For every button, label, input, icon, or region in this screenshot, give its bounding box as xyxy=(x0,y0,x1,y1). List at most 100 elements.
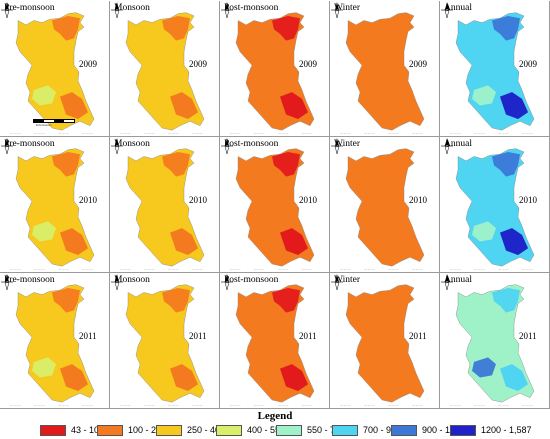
legend-swatch xyxy=(276,425,302,436)
class-patch xyxy=(60,364,88,391)
legend-swatch xyxy=(216,425,242,436)
region-map: — — — — — — — — — — — — xyxy=(229,12,315,135)
map-panel: — — — — — — — — — — — — Annual 2010 xyxy=(440,137,550,273)
class-patch xyxy=(60,92,88,119)
class-patch xyxy=(390,364,418,391)
class-patch xyxy=(280,228,308,255)
graticule-tick: — — — xyxy=(339,403,352,407)
north-arrow-icon xyxy=(111,274,123,291)
graticule-tick: — — — xyxy=(473,403,486,407)
season-label: Winter xyxy=(334,275,360,285)
graticule-tick: — — — xyxy=(253,267,266,271)
graticule-tick: — — — xyxy=(9,131,22,135)
year-label: 2011 xyxy=(299,331,317,341)
year-label: 2011 xyxy=(189,331,207,341)
class-patch xyxy=(500,364,528,391)
graticule-tick: — — — xyxy=(339,131,352,135)
region-map: — — — — — — — — — — — — xyxy=(9,284,95,407)
graticule-tick: — — — xyxy=(277,403,290,407)
north-arrow-icon xyxy=(441,274,453,291)
graticule-tick: — — — xyxy=(167,267,180,271)
season-label: Pre-monsoon xyxy=(4,139,55,149)
scale-bar xyxy=(33,119,75,123)
class-patch xyxy=(32,357,56,378)
season-label: Pre-monsoon xyxy=(4,275,55,285)
graticule-tick: — — — xyxy=(497,403,510,407)
class-patch xyxy=(382,287,410,313)
graticule-tick: — — — xyxy=(339,267,352,271)
class-patch xyxy=(52,15,80,41)
class-patch xyxy=(382,151,410,177)
class-patch xyxy=(60,228,88,255)
graticule-tick: — — — xyxy=(119,131,132,135)
season-label: Monsoon xyxy=(114,3,150,13)
legend-swatch xyxy=(156,425,182,436)
north-arrow-icon xyxy=(111,138,123,155)
season-label: Winter xyxy=(334,3,360,13)
class-patch xyxy=(390,228,418,255)
class-patch xyxy=(472,221,496,242)
graticule-tick: — — — xyxy=(521,131,534,135)
graticule-tick: — — — xyxy=(497,131,510,135)
class-patch xyxy=(272,287,300,313)
legend-swatch xyxy=(391,425,417,436)
season-label: Post-monsoon xyxy=(224,275,279,285)
map-panel: — — — — — — — — — — — — Pre-monsoon 2009 Kilom… xyxy=(0,1,110,137)
map-grid: — — — — — — — — — — — — Pre-monsoon 2009 Kilom… xyxy=(0,1,550,409)
north-arrow-icon xyxy=(1,274,13,291)
graticule-tick: — — — xyxy=(449,403,462,407)
graticule-tick: — — — xyxy=(411,131,424,135)
region-map: — — — — — — — — — — — — xyxy=(449,12,535,135)
map-panel: — — — — — — — — — — — — Winter 2011 xyxy=(330,273,440,409)
graticule-tick: — — — xyxy=(57,131,70,135)
north-arrow-icon xyxy=(111,2,123,19)
year-label: 2010 xyxy=(409,195,427,205)
graticule-tick: — — — xyxy=(33,131,46,135)
map-panel: — — — — — — — — — — — — Post-monsoon 2009 xyxy=(220,1,330,137)
graticule-tick: — — — xyxy=(229,131,242,135)
graticule-tick: — — — xyxy=(9,403,22,407)
season-label: Monsoon xyxy=(114,139,150,149)
legend-label: 43 - 100 xyxy=(71,425,105,435)
graticule-tick: — — — xyxy=(191,403,204,407)
graticule-tick: — — — xyxy=(473,131,486,135)
season-label: Winter xyxy=(334,139,360,149)
graticule-tick: — — — xyxy=(277,131,290,135)
graticule-tick: — — — xyxy=(143,403,156,407)
class-patch xyxy=(492,151,520,177)
graticule-tick: — — — xyxy=(411,403,424,407)
region-map: — — — — — — — — — — — — xyxy=(339,148,425,271)
region-map: — — — — — — — — — — — — xyxy=(229,148,315,271)
year-label: 2009 xyxy=(299,59,317,69)
class-patch xyxy=(472,357,496,378)
map-panel: — — — — — — — — — — — — Monsoon 2010 xyxy=(110,137,220,273)
map-panel: — — — — — — — — — — — — Winter 2009 xyxy=(330,1,440,137)
region-map: — — — — — — — — — — — — xyxy=(119,12,205,135)
class-patch xyxy=(170,92,198,119)
north-arrow-icon xyxy=(331,138,343,155)
graticule-tick: — — — xyxy=(191,131,204,135)
region-map: — — — — — — — — — — — — xyxy=(119,284,205,407)
graticule-tick: — — — xyxy=(363,267,376,271)
graticule-tick: — — — xyxy=(143,267,156,271)
graticule-tick: — — — xyxy=(33,267,46,271)
graticule-tick: — — — xyxy=(497,267,510,271)
class-patch xyxy=(472,85,496,106)
map-panel: — — — — — — — — — — — — Post-monsoon 2010 xyxy=(220,137,330,273)
year-label: 2011 xyxy=(519,331,537,341)
season-label: Annual xyxy=(444,139,472,149)
class-patch xyxy=(390,92,418,119)
map-panel: — — — — — — — — — — — — Pre-monsoon 2010 xyxy=(0,137,110,273)
graticule-tick: — — — xyxy=(449,131,462,135)
class-patch xyxy=(280,92,308,119)
class-patch xyxy=(32,85,56,106)
map-panel: — — — — — — — — — — — — Post-monsoon 2011 xyxy=(220,273,330,409)
map-panel: — — — — — — — — — — — — Pre-monsoon 2011 xyxy=(0,273,110,409)
north-arrow-icon xyxy=(1,2,13,19)
north-arrow-icon xyxy=(441,138,453,155)
season-label: Monsoon xyxy=(114,275,150,285)
region-map: — — — — — — — — — — — — xyxy=(449,284,535,407)
graticule-tick: — — — xyxy=(253,403,266,407)
legend-label: 900 - 1,200 xyxy=(422,425,468,435)
legend-label: 250 - 400 xyxy=(187,425,226,435)
